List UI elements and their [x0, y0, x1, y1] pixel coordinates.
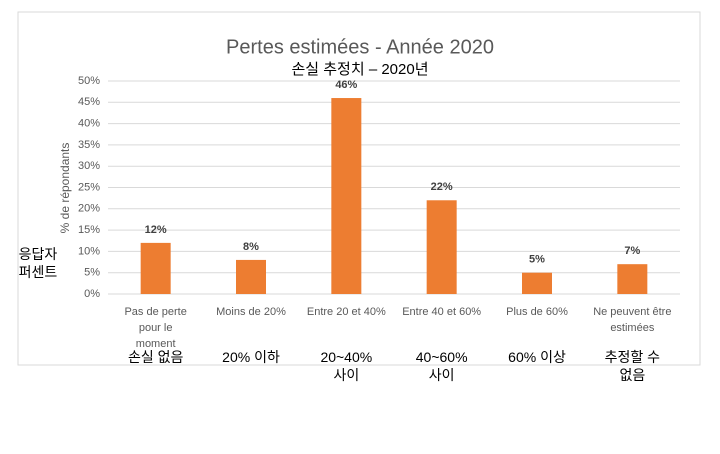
y-tick-label: 20% — [78, 203, 100, 215]
x-tick-label: Moins de 20% — [216, 306, 286, 318]
y-tick-label: 30% — [78, 160, 100, 172]
y-tick-label: 0% — [84, 288, 100, 300]
y-tick-label: 5% — [84, 267, 100, 279]
value-label: 46% — [335, 79, 357, 91]
chart-title: Pertes estimées - Année 2020 — [226, 36, 494, 58]
y-tick-label: 50% — [78, 75, 100, 87]
y-tick-label: 25% — [78, 181, 100, 193]
y-tick-label: 15% — [78, 224, 100, 236]
bar — [617, 264, 648, 294]
x-tick-label-translation: 추정할 수 없음 — [604, 349, 661, 383]
x-tick-label-translation: 20~40% 사이 — [320, 349, 373, 383]
x-tick-label: Ne peuvent être estimées — [593, 306, 672, 334]
value-label: 22% — [431, 181, 453, 193]
y-tick-label: 40% — [78, 118, 100, 130]
y-tick-label: 10% — [78, 245, 100, 257]
value-label: 12% — [145, 224, 167, 236]
y-tick-label: 35% — [78, 139, 100, 151]
chart-subtitle: 손실 추정치 – 2020년 — [291, 61, 428, 78]
x-tick-label: Pas de perte pour le moment — [124, 306, 187, 350]
x-tick-label-translation: 60% 이상 — [508, 349, 566, 365]
bar — [426, 200, 457, 294]
value-label: 7% — [624, 245, 640, 257]
y-tick-label: 45% — [78, 96, 100, 108]
bar — [522, 272, 552, 294]
value-label: 8% — [243, 241, 259, 253]
x-tick-label: Entre 40 et 60% — [402, 306, 482, 318]
x-tick-label: Entre 20 et 40% — [306, 306, 386, 318]
x-tick-label: Plus de 60% — [506, 306, 568, 318]
y-axis-label-translation: 응답자 퍼센트 — [18, 246, 58, 280]
bar — [331, 98, 362, 294]
value-label: 5% — [529, 254, 545, 266]
x-tick-label-translation: 40~60% 사이 — [415, 349, 468, 383]
x-tick-label-translation: 20% 이하 — [222, 349, 280, 365]
bar — [140, 242, 171, 294]
bar — [236, 259, 266, 294]
y-axis-label: % de répondants — [58, 143, 72, 234]
x-tick-label-translation: 손실 없음 — [127, 349, 184, 365]
